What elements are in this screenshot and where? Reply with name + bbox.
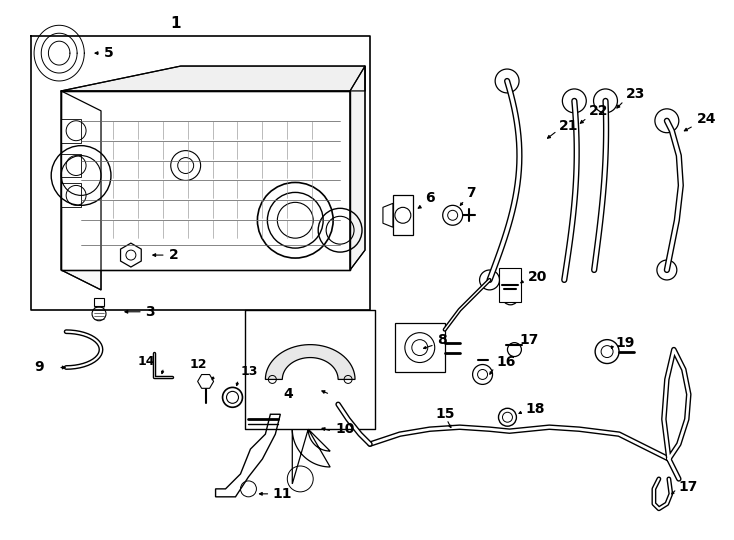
- Polygon shape: [61, 119, 81, 143]
- Text: 19: 19: [615, 336, 634, 349]
- Text: 10: 10: [335, 422, 355, 436]
- Polygon shape: [120, 243, 141, 267]
- Text: 22: 22: [589, 104, 608, 118]
- Polygon shape: [383, 204, 393, 227]
- Polygon shape: [61, 153, 81, 178]
- Polygon shape: [395, 323, 445, 373]
- Polygon shape: [216, 414, 280, 497]
- Text: 11: 11: [272, 487, 292, 501]
- Text: 24: 24: [697, 112, 716, 126]
- Text: 12: 12: [190, 358, 208, 371]
- Text: 23: 23: [626, 87, 645, 101]
- Text: 16: 16: [496, 355, 516, 368]
- Polygon shape: [197, 375, 214, 388]
- Text: 4: 4: [283, 387, 293, 401]
- Polygon shape: [61, 184, 81, 207]
- Polygon shape: [350, 66, 365, 270]
- Polygon shape: [61, 66, 365, 91]
- Text: 21: 21: [559, 119, 579, 133]
- Polygon shape: [61, 91, 350, 270]
- Polygon shape: [393, 195, 413, 235]
- Text: 2: 2: [169, 248, 178, 262]
- Text: 13: 13: [241, 365, 258, 378]
- Text: 7: 7: [467, 186, 476, 200]
- Polygon shape: [61, 91, 101, 290]
- Text: 18: 18: [526, 402, 545, 416]
- Text: 1: 1: [170, 16, 181, 31]
- Text: 8: 8: [437, 333, 446, 347]
- Text: 20: 20: [528, 270, 547, 284]
- Text: 5: 5: [104, 46, 114, 60]
- Text: 17: 17: [679, 480, 698, 494]
- Polygon shape: [266, 345, 355, 380]
- Text: 9: 9: [34, 361, 44, 375]
- Polygon shape: [94, 298, 104, 306]
- Text: 15: 15: [436, 407, 455, 421]
- Text: 6: 6: [425, 191, 435, 205]
- Polygon shape: [500, 268, 521, 302]
- Text: 17: 17: [520, 333, 539, 347]
- Polygon shape: [292, 429, 330, 484]
- Text: 14: 14: [137, 355, 155, 368]
- Text: 3: 3: [145, 305, 154, 319]
